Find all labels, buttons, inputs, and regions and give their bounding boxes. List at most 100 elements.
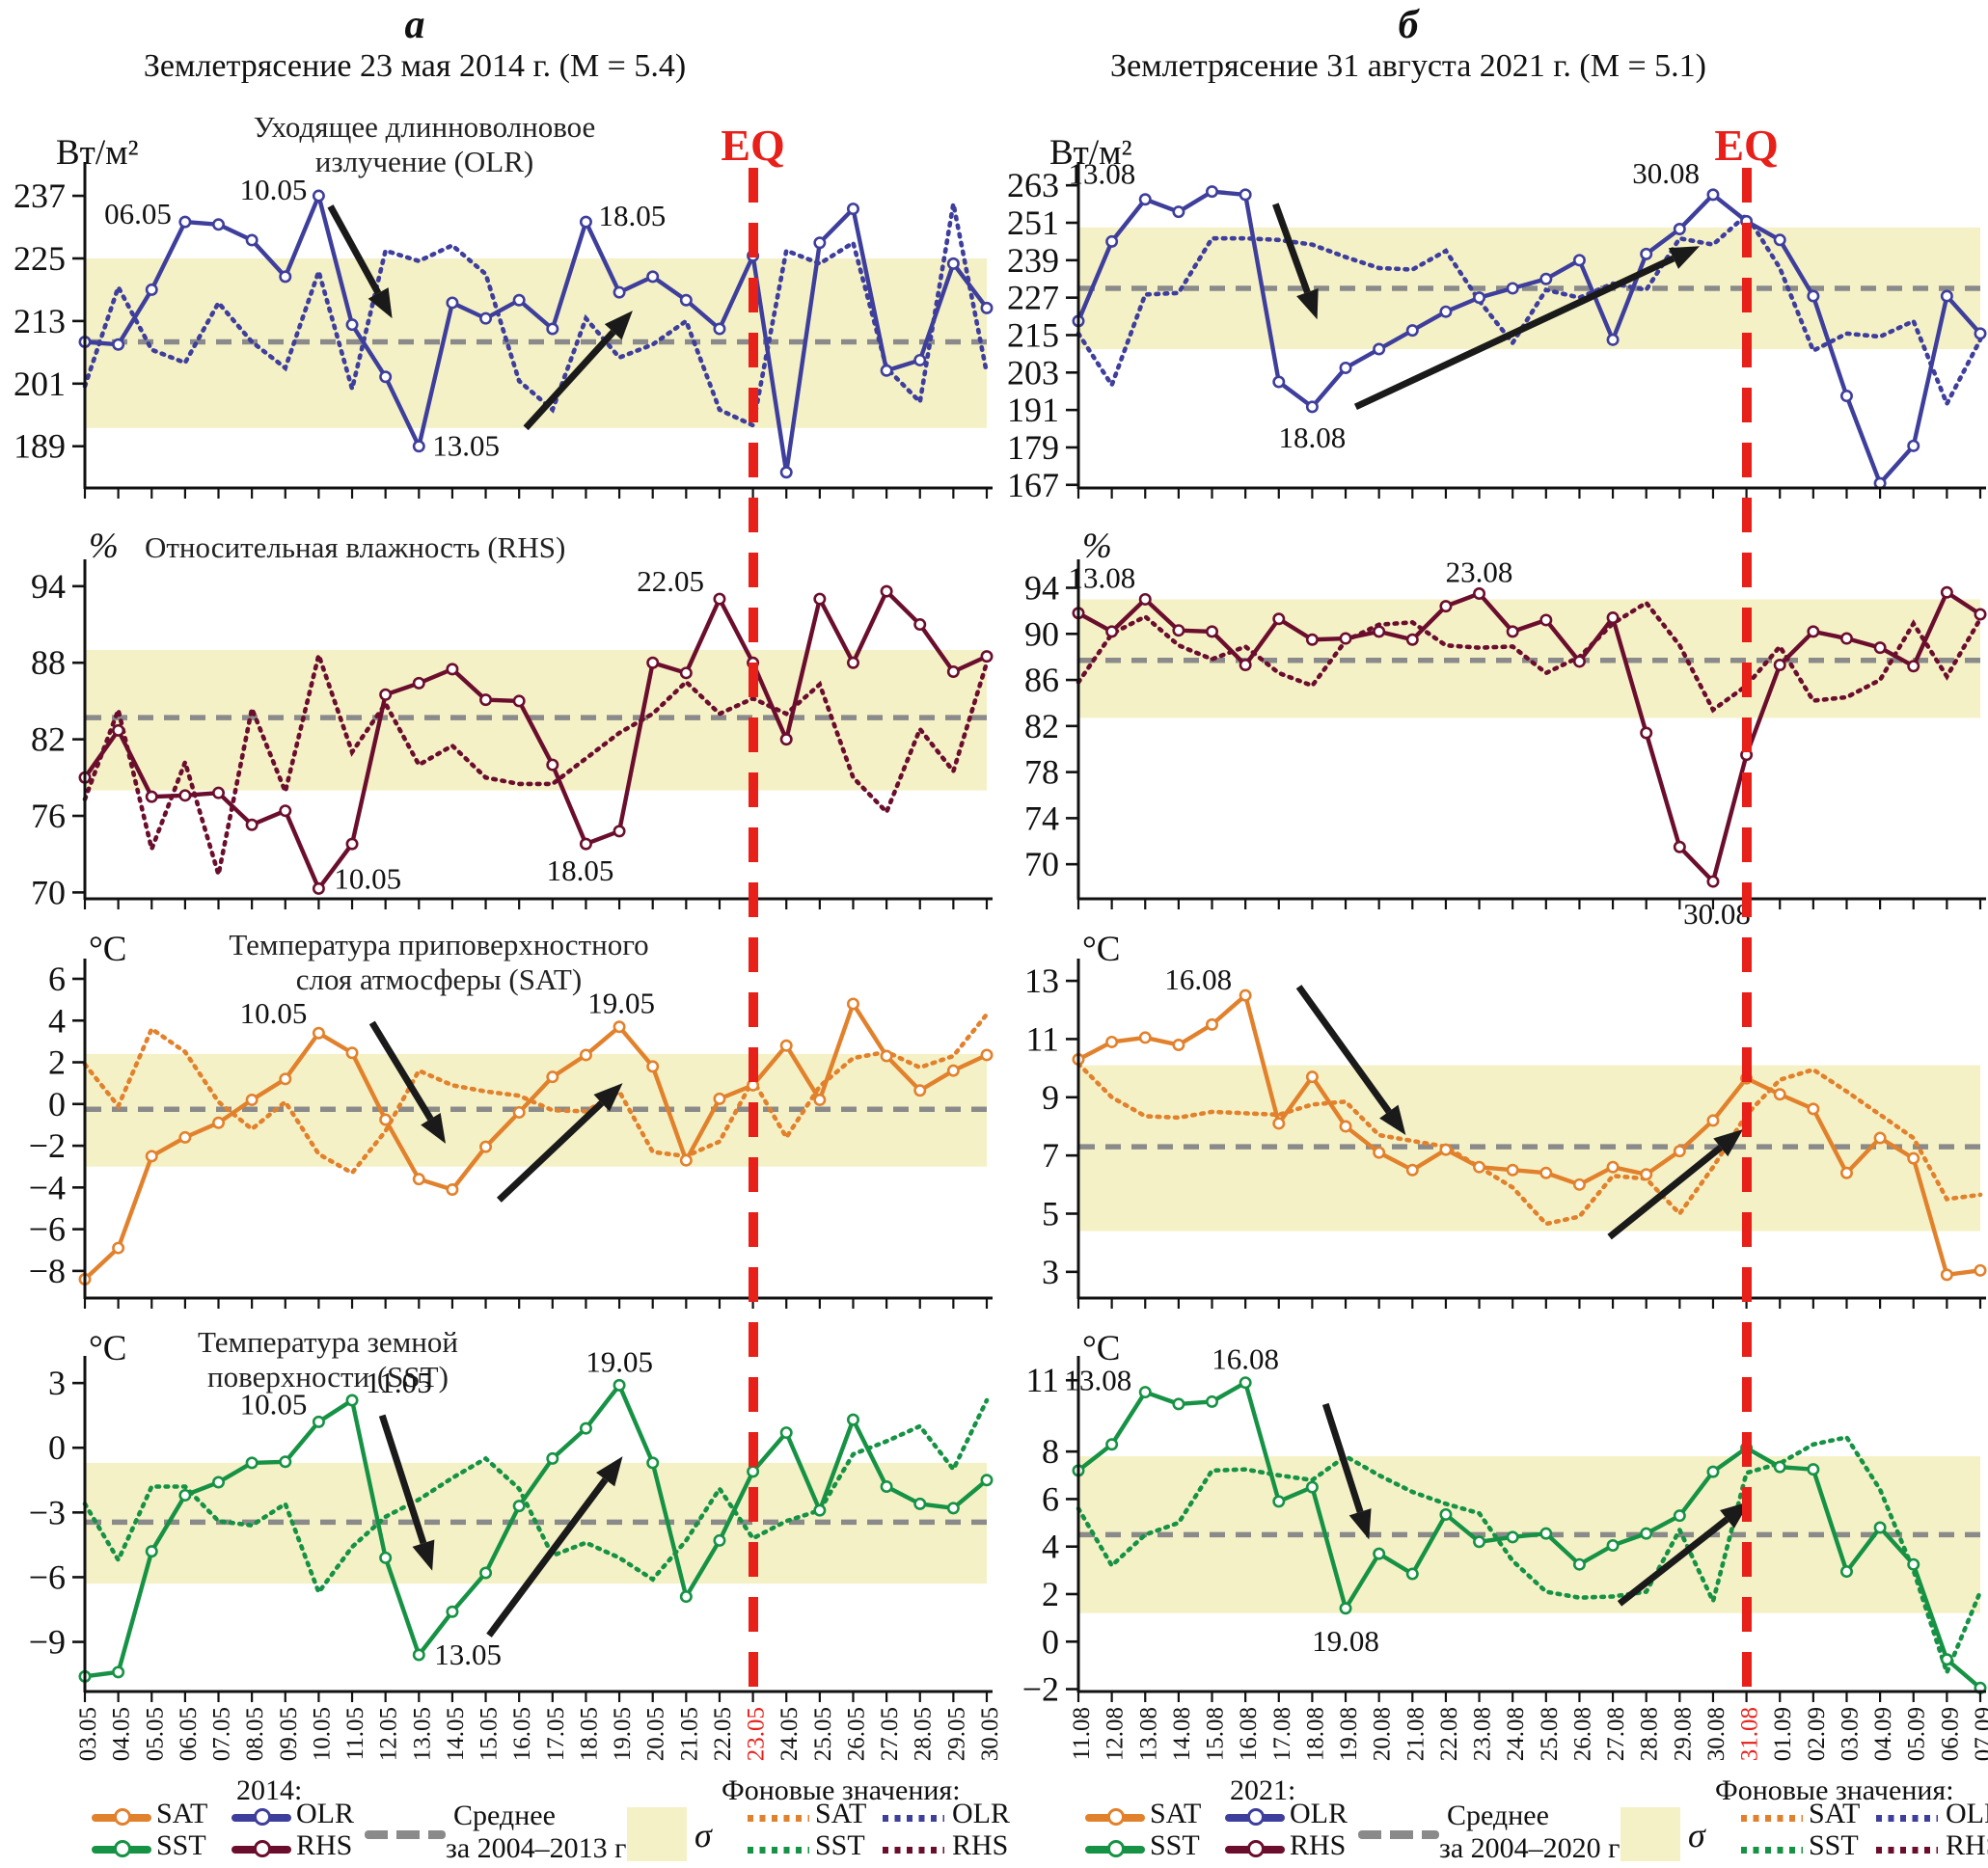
sat-2014-marker xyxy=(913,1084,927,1097)
sat-2021-marker xyxy=(1239,988,1252,1002)
sst-2021-marker xyxy=(1105,1438,1119,1451)
olr-2014-marker xyxy=(512,293,526,307)
legend-marker-olr xyxy=(254,1808,271,1826)
rhs-2021-marker xyxy=(1105,625,1119,638)
x-date-label-14.05: 14.05 xyxy=(443,1707,469,1761)
sst-2014-marker xyxy=(379,1551,393,1564)
panel-label: слоя атмосферы (SAT) xyxy=(296,962,582,996)
sat-2021-marker xyxy=(1373,1146,1386,1159)
legend-background-header-right: Фоновые значения: xyxy=(1715,1774,1954,1806)
sst-2021-marker xyxy=(1606,1538,1620,1552)
legend-swatch-olr-dotted xyxy=(883,1815,944,1822)
mean-legend-label-left-1: Среднее xyxy=(453,1800,556,1831)
x-date-label-06.09: 06.09 xyxy=(1937,1707,1963,1761)
sst-2014-marker xyxy=(245,1456,259,1470)
sst-2021-marker xyxy=(1640,1527,1653,1540)
annotation-10.05: 10.05 xyxy=(240,996,308,1030)
legend-item-sat-dotted: SAT xyxy=(1809,1798,1861,1829)
unit-label: °C xyxy=(89,930,126,969)
rhs-2021-background-line xyxy=(1076,599,1983,714)
annotation-18.08: 18.08 xyxy=(1279,420,1347,454)
y-tick-label: 237 xyxy=(14,176,66,215)
x-date-label-07.09: 07.09 xyxy=(1971,1707,1988,1761)
rhs-2014-marker xyxy=(112,723,125,737)
rhs-2021-marker xyxy=(1373,625,1386,638)
x-date-label-19.05: 19.05 xyxy=(610,1707,636,1761)
y-tick-label: 11 xyxy=(1025,1361,1059,1399)
y-tick-label: 86 xyxy=(1024,661,1059,699)
y-tick-label: −2 xyxy=(1022,1670,1059,1709)
rhs-2021-marker xyxy=(1473,586,1486,600)
annotation-30.08: 30.08 xyxy=(1683,897,1751,931)
legend-item-olr-solid: OLR xyxy=(296,1798,354,1829)
annotation-10.05: 10.05 xyxy=(334,861,401,895)
trend-arrow-head xyxy=(593,1083,623,1112)
x-date-label-25.08: 25.08 xyxy=(1537,1707,1563,1761)
olr-2021-marker xyxy=(1974,327,1987,340)
legend-item-olr-dotted: OLR xyxy=(952,1798,1010,1829)
sat-2021-marker xyxy=(1572,1178,1586,1191)
sst-2021-marker xyxy=(1839,1565,1853,1579)
rhs-2021-marker xyxy=(1773,659,1786,672)
trend-arrow xyxy=(1607,1145,1723,1240)
rhs-2021-marker xyxy=(1272,612,1286,626)
sat-2014-marker xyxy=(112,1241,125,1255)
trend-arrow xyxy=(486,1477,609,1638)
sst-2021-marker xyxy=(1439,1507,1453,1521)
unit-label: °C xyxy=(1082,930,1120,969)
olr-2021-marker xyxy=(1239,188,1252,202)
olr-2014-marker xyxy=(779,466,793,479)
y-tick-label: 167 xyxy=(1007,466,1059,504)
rhs-2021-marker xyxy=(1974,608,1987,621)
x-date-label-28.08: 28.08 xyxy=(1637,1707,1663,1761)
y-tick-label: 94 xyxy=(31,567,66,606)
sst-2014-background-line xyxy=(82,1397,990,1597)
legend-marker-rhs xyxy=(254,1840,271,1857)
rhs-2014-marker xyxy=(713,592,726,606)
column-title-2021: Землетрясение 31 августа 2021 г. (M = 5.… xyxy=(1110,48,1706,84)
x-date-label-24.05: 24.05 xyxy=(776,1707,803,1761)
x-date-label-05.05: 05.05 xyxy=(142,1707,168,1761)
unit-label: % xyxy=(89,527,119,566)
legend-swatch-sst-dotted xyxy=(748,1847,809,1854)
x-date-label-19.08: 19.08 xyxy=(1336,1707,1362,1761)
x-date-label-29.08: 29.08 xyxy=(1670,1707,1696,1761)
olr-2021-marker xyxy=(1305,400,1319,414)
sat-2014-background-line xyxy=(82,1012,990,1177)
olr-2014-marker xyxy=(345,318,359,332)
x-date-label-18.08: 18.08 xyxy=(1302,1707,1328,1761)
sst-2014-marker xyxy=(212,1475,226,1489)
rhs-2014-marker xyxy=(946,664,960,678)
sat-2021-marker xyxy=(1773,1088,1786,1101)
olr-2014-marker xyxy=(446,296,459,310)
sat-2021-background-line xyxy=(1076,1061,1983,1227)
y-tick-label: 4 xyxy=(1042,1528,1059,1566)
y-tick-label: 8 xyxy=(1042,1432,1059,1471)
olr-2014-marker xyxy=(713,322,726,336)
sst-2014-marker xyxy=(779,1426,793,1440)
sst-2021-marker xyxy=(1272,1495,1286,1508)
legend-swatch-sst-dotted xyxy=(1741,1847,1803,1854)
y-tick-label: 2 xyxy=(48,1043,66,1082)
sat-2021-marker xyxy=(1873,1131,1887,1145)
y-tick-label: 5 xyxy=(1042,1194,1059,1232)
sst-2014-line xyxy=(84,1383,989,1679)
sat-2021-marker xyxy=(1138,1031,1152,1044)
legend-marker-sat xyxy=(1107,1808,1125,1826)
y-tick-label: 78 xyxy=(1024,753,1059,792)
olr-2021-marker xyxy=(1138,193,1152,206)
sst-2021-marker xyxy=(1706,1465,1720,1478)
sat-2014-marker xyxy=(212,1116,226,1129)
legend-marker-olr xyxy=(1247,1808,1265,1826)
sst-2021-line xyxy=(1076,1380,1982,1690)
sst-2014-marker xyxy=(880,1480,893,1494)
sat-2021-marker xyxy=(1673,1145,1686,1158)
rhs-2014-marker xyxy=(579,837,592,851)
sat-2014-marker xyxy=(546,1070,559,1084)
rhs-2014-marker xyxy=(145,790,158,803)
sat-2021-marker xyxy=(1506,1163,1519,1177)
olr-2014-marker xyxy=(212,218,226,231)
x-date-label-24.08: 24.08 xyxy=(1503,1707,1529,1761)
